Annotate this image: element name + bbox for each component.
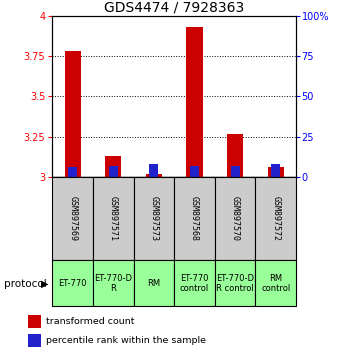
Text: ET-770-D
R: ET-770-D R: [94, 274, 132, 292]
Bar: [146, 174, 162, 177]
Bar: [271, 164, 280, 177]
Bar: [65, 51, 81, 177]
Title: GDS4474 / 7928363: GDS4474 / 7928363: [104, 1, 244, 15]
Bar: [231, 166, 240, 177]
Bar: [174, 177, 215, 260]
Bar: [215, 177, 255, 260]
Bar: [28, 315, 41, 329]
Text: RM
control: RM control: [261, 274, 290, 292]
Text: GSM897569: GSM897569: [68, 196, 77, 241]
Text: ET-770: ET-770: [58, 279, 87, 288]
Bar: [134, 177, 174, 260]
Bar: [186, 27, 203, 177]
Bar: [52, 260, 93, 306]
Bar: [149, 164, 158, 177]
Bar: [215, 260, 255, 306]
Bar: [93, 260, 134, 306]
Text: ET-770-D
R control: ET-770-D R control: [216, 274, 254, 292]
Bar: [227, 133, 243, 177]
Text: RM: RM: [147, 279, 160, 288]
Text: GSM897572: GSM897572: [271, 196, 280, 241]
Bar: [174, 260, 215, 306]
Bar: [134, 260, 174, 306]
Bar: [256, 260, 296, 306]
Bar: [68, 167, 77, 177]
Bar: [268, 167, 284, 177]
Bar: [105, 156, 121, 177]
Text: ▶: ▶: [42, 279, 49, 289]
Text: percentile rank within the sample: percentile rank within the sample: [46, 336, 206, 345]
Bar: [109, 166, 118, 177]
Bar: [52, 177, 93, 260]
Text: GSM897570: GSM897570: [231, 196, 240, 241]
Text: GSM897571: GSM897571: [109, 196, 118, 241]
Bar: [28, 333, 41, 347]
Text: transformed count: transformed count: [46, 317, 135, 326]
Text: protocol: protocol: [4, 279, 46, 289]
Bar: [256, 177, 296, 260]
Bar: [190, 166, 199, 177]
Text: GSM897568: GSM897568: [190, 196, 199, 241]
Text: GSM897573: GSM897573: [149, 196, 158, 241]
Text: ET-770
control: ET-770 control: [180, 274, 209, 292]
Bar: [93, 177, 134, 260]
